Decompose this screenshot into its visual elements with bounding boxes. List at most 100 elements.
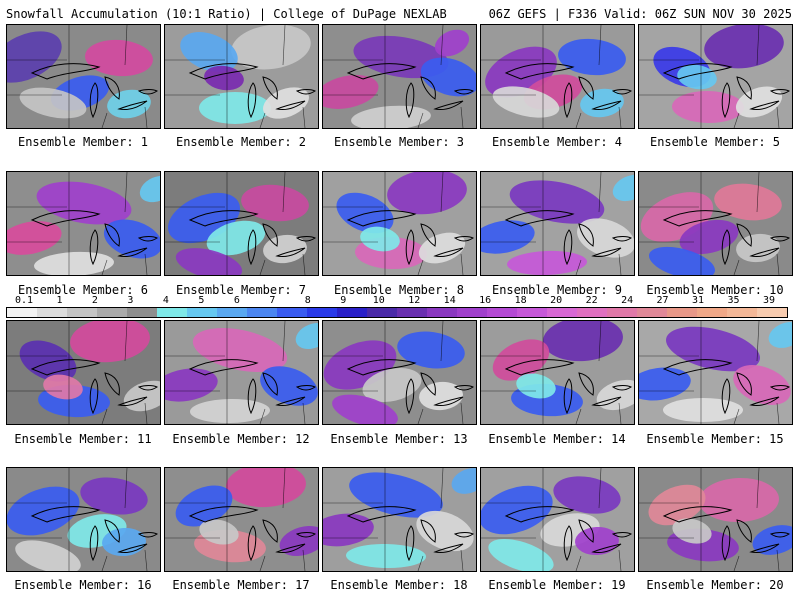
- snowfall-contour: [332, 394, 398, 424]
- ensemble-member-label: Ensemble Member: 9: [491, 283, 623, 297]
- snowfall-contour: [231, 25, 311, 70]
- lake-outline: [578, 519, 594, 543]
- state-border: [440, 468, 444, 509]
- lake-outline: [346, 506, 417, 523]
- state-border: [259, 112, 266, 128]
- snowfall-contour: [612, 174, 634, 202]
- state-border: [733, 112, 740, 128]
- state-border: [460, 253, 464, 275]
- lake-outline: [662, 63, 733, 80]
- snowfall-contour: [639, 367, 691, 401]
- snowfall-contour: [672, 518, 712, 544]
- ensemble-map-13: [322, 320, 477, 425]
- color-swatch: [457, 308, 487, 317]
- state-border: [101, 408, 108, 424]
- snowfall-map-svg: [481, 468, 634, 571]
- snowfall-contour: [263, 87, 309, 119]
- state-border: [259, 259, 266, 275]
- color-swatch: [517, 308, 547, 317]
- ensemble-map-14: [480, 320, 635, 425]
- state-border: [440, 172, 444, 213]
- lake-outline: [721, 82, 731, 119]
- snowfall-contour: [180, 32, 238, 72]
- snowfall-map-svg: [481, 25, 634, 128]
- lake-outline: [89, 229, 99, 266]
- snowfall-map-svg: [323, 468, 476, 571]
- state-border: [417, 112, 424, 128]
- lake-outline: [563, 525, 573, 562]
- snowfall-contour: [19, 340, 77, 382]
- snowfall-contour: [349, 472, 443, 518]
- color-swatch: [7, 308, 37, 317]
- ensemble-member-label: Ensemble Member: 6: [17, 283, 149, 297]
- snowfall-contour: [704, 25, 784, 69]
- state-border: [460, 549, 464, 571]
- state-border: [598, 172, 602, 213]
- legend-tick-label: 18: [514, 295, 527, 306]
- lake-outline: [137, 385, 158, 391]
- color-swatch: [427, 308, 457, 317]
- lake-outline: [433, 543, 464, 553]
- color-swatch: [127, 308, 157, 317]
- ensemble-member-label: Ensemble Member: 8: [333, 283, 465, 297]
- lake-outline: [453, 385, 474, 391]
- snowfall-contour: [663, 398, 743, 422]
- snowfall-contour: [70, 321, 150, 363]
- snowfall-contour: [15, 540, 81, 571]
- lake-outline: [117, 543, 148, 553]
- ensemble-member-label: Ensemble Member: 18: [330, 578, 468, 592]
- lake-outline: [405, 525, 415, 562]
- state-border: [101, 259, 108, 275]
- ensemble-member-label: Ensemble Member: 19: [488, 578, 626, 592]
- state-border: [144, 253, 148, 275]
- legend-tick-label: 7: [269, 295, 276, 306]
- snowfall-contour: [226, 468, 306, 508]
- legend-tick-label: 2: [91, 295, 98, 306]
- snowfall-contour: [492, 339, 550, 381]
- snowfall-map-svg: [639, 468, 792, 571]
- lake-outline: [420, 223, 436, 247]
- lake-outline: [611, 385, 632, 391]
- lake-outline: [769, 532, 790, 538]
- lake-outline: [275, 247, 306, 257]
- model-run-info: 06Z GEFS | F336 Valid: 06Z SUN NOV 30 20…: [488, 7, 792, 21]
- snowfall-contour: [451, 468, 476, 494]
- color-swatch: [487, 308, 517, 317]
- legend-tick-label: 22: [585, 295, 598, 306]
- lake-outline: [769, 385, 790, 391]
- state-border: [124, 172, 128, 213]
- snowfall-contour: [666, 326, 760, 372]
- snowfall-contour: [36, 181, 132, 225]
- snowfall-map-svg: [7, 25, 160, 128]
- snowfall-contour: [7, 221, 62, 255]
- color-swatch: [37, 308, 67, 317]
- lake-outline: [117, 247, 148, 257]
- lake-outline: [188, 506, 259, 523]
- state-border: [756, 468, 760, 509]
- ensemble-member-label: Ensemble Member: 15: [646, 432, 784, 446]
- ensemble-map-18: [322, 467, 477, 572]
- ensemble-member-label: Ensemble Member: 16: [14, 578, 152, 592]
- ensemble-map-19: [480, 467, 635, 572]
- color-swatch: [607, 308, 637, 317]
- lake-outline: [89, 82, 99, 119]
- snowfall-contour: [360, 226, 400, 252]
- snowfall-contour: [648, 484, 706, 526]
- lake-outline: [89, 525, 99, 562]
- lake-outline: [662, 210, 733, 227]
- lake-outline: [30, 210, 101, 227]
- snowfall-contour: [488, 539, 554, 571]
- ensemble-member-label: Ensemble Member: 7: [175, 283, 307, 297]
- lake-outline: [104, 372, 120, 396]
- ensemble-map-17: [164, 467, 319, 572]
- snowfall-contour: [263, 234, 307, 264]
- snowfall-contour: [553, 476, 621, 514]
- lake-outline: [104, 519, 120, 543]
- snowfall-contour: [416, 510, 474, 552]
- snowfall-map-svg: [165, 468, 318, 571]
- snowfall-contour: [85, 39, 153, 77]
- state-border: [756, 25, 760, 66]
- ensemble-member-label: Ensemble Member: 4: [491, 135, 623, 149]
- ensemble-map-9: [480, 171, 635, 276]
- lake-outline: [262, 372, 278, 396]
